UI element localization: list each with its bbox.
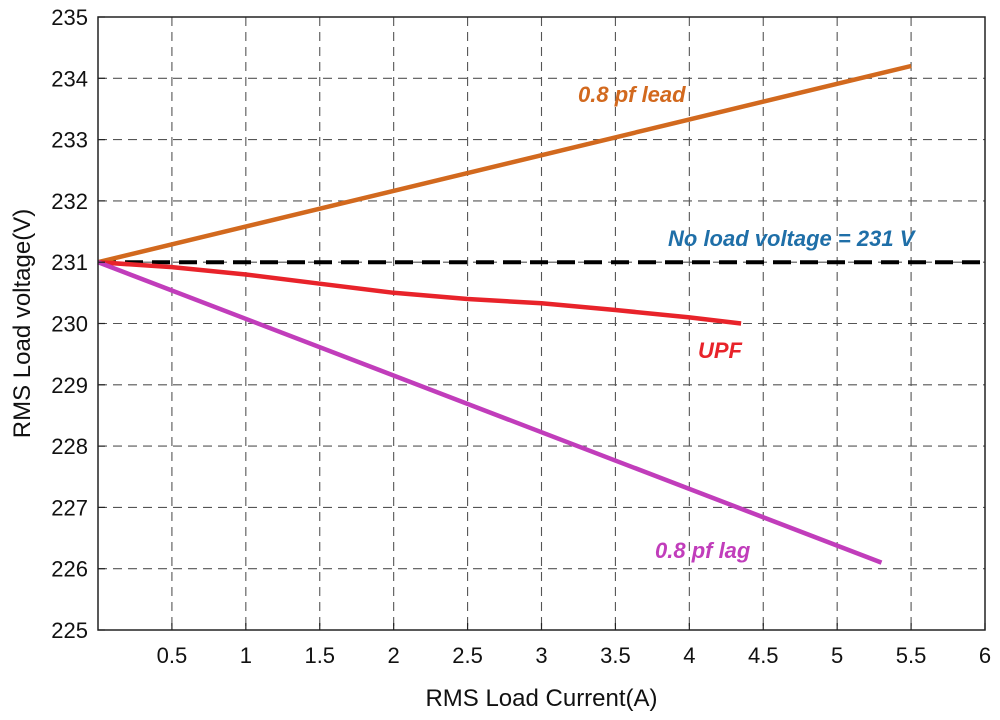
y-tick-label: 228 [51,434,88,459]
y-tick-label: 226 [51,557,88,582]
y-tick-label: 233 [51,128,88,153]
y-axis-label: RMS Load voltage(V) [9,209,36,438]
x-axis-label: RMS Load Current(A) [425,685,657,712]
x-tick-label: 5 [831,643,843,668]
series-label-lag: 0.8 pf lag [655,538,751,563]
x-tick-label: 0.5 [157,643,188,668]
x-tick-label: 4.5 [748,643,779,668]
x-tick-label: 1 [240,643,252,668]
x-tick-label: 5.5 [896,643,927,668]
x-tick-label: 1.5 [304,643,335,668]
grid [98,17,985,630]
y-tick-label: 225 [51,618,88,643]
x-tick-label: 4 [683,643,695,668]
series-line-lead [97,63,912,265]
plot-area [97,63,985,565]
x-tick-label: 2.5 [452,643,483,668]
y-tick-label: 227 [51,495,88,520]
reference-line-label: No load voltage = 231 V [668,226,917,251]
y-tick-label: 229 [51,373,88,398]
x-axis-ticks: 0.5 1 1.5 2 2.5 3 3.5 4 4.5 5 5.5 6 [157,623,991,668]
x-tick-label: 3.5 [600,643,631,668]
series-line-upf [97,259,742,326]
series-label-upf: UPF [698,338,743,363]
series-label-lead: 0.8 pf lead [578,82,686,107]
x-tick-label: 6 [979,643,991,668]
series-line-lag [97,260,883,565]
x-tick-label: 3 [535,643,547,668]
y-tick-label: 231 [51,250,88,275]
y-tick-label: 230 [51,312,88,337]
y-tick-label: 234 [51,66,88,91]
y-tick-label: 235 [51,5,88,30]
y-axis-ticks: 225 226 227 228 229 230 231 232 233 234 235 [51,5,105,643]
y-tick-label: 232 [51,189,88,214]
x-tick-label: 2 [388,643,400,668]
